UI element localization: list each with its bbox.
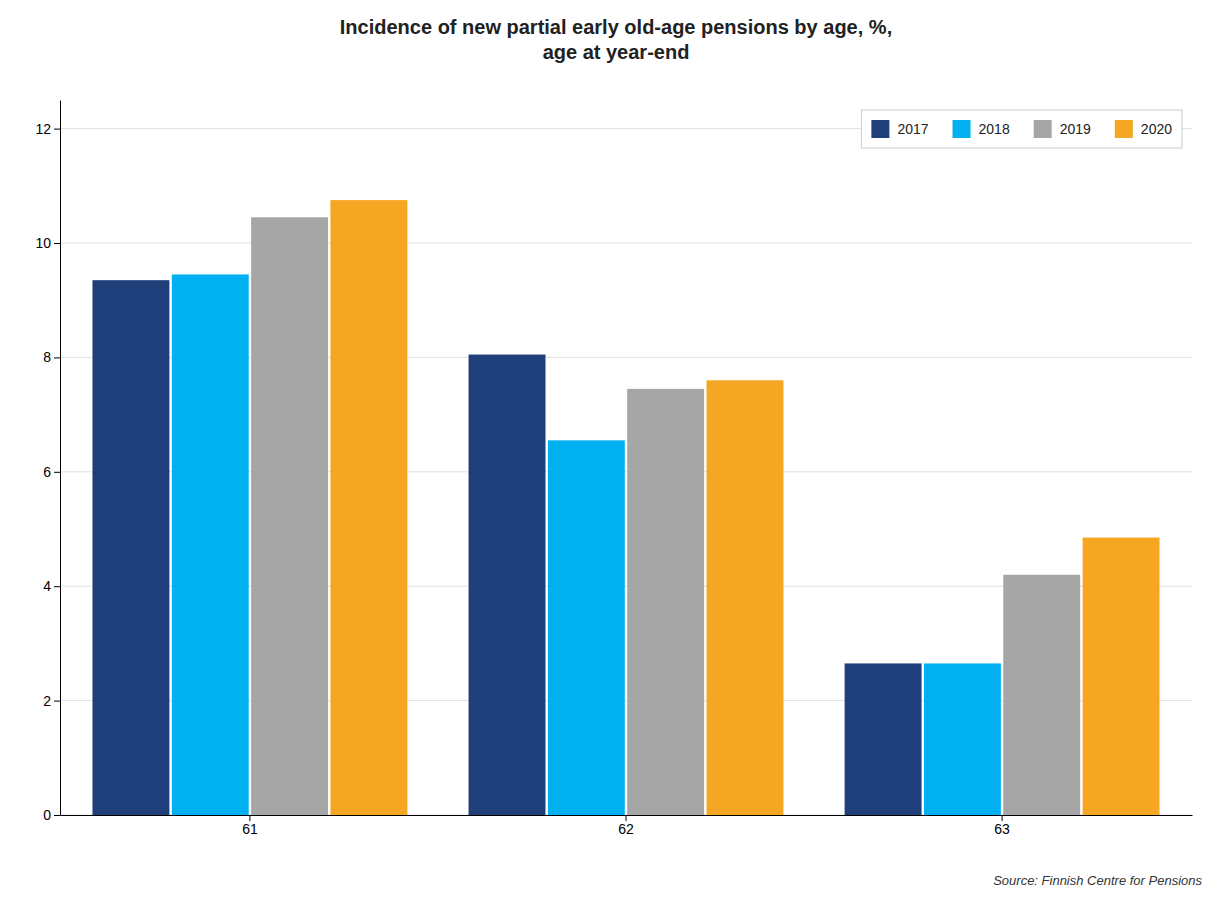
bar: [548, 440, 625, 815]
bar-series: [330, 200, 1159, 815]
y-tick-mark: [54, 243, 60, 244]
grid: [60, 129, 1192, 815]
x-tick-label: 62: [618, 821, 634, 837]
x-tick-label: 61: [242, 821, 258, 837]
y-tick-mark: [54, 701, 60, 702]
chart-container: Incidence of new partial early old-age p…: [0, 0, 1232, 905]
legend-frame: [861, 110, 1182, 148]
y-tick-mark: [54, 815, 60, 816]
y-tick: 8: [43, 349, 60, 365]
legend-item: 2017: [871, 120, 928, 138]
plot-area: 0 2 4 6 8 10 12 61 62 63 2017 2018 2019 2020: [35, 101, 1192, 837]
bar: [1083, 538, 1160, 815]
y-tick-label: 4: [43, 578, 51, 594]
x-tick-label: 63: [994, 821, 1010, 837]
bars: [92, 200, 1159, 815]
legend-item: 2020: [1115, 120, 1172, 138]
bar: [627, 389, 704, 815]
y-tick: 10: [35, 235, 60, 251]
chart-title: Incidence of new partial early old-age p…: [340, 16, 892, 63]
y-axis: 0 2 4 6 8 10 12: [35, 101, 60, 823]
legend-label: 2017: [897, 121, 928, 137]
chart-svg: Incidence of new partial early old-age p…: [0, 0, 1232, 905]
legend-label: 2020: [1141, 121, 1172, 137]
legend-label: 2018: [979, 121, 1010, 137]
y-tick-label: 8: [43, 349, 51, 365]
y-tick: 2: [43, 693, 60, 709]
legend-label: 2019: [1060, 121, 1091, 137]
bar: [1003, 575, 1080, 815]
y-tick-label: 2: [43, 693, 51, 709]
legend-swatch: [1115, 120, 1133, 138]
x-axis: 61 62 63: [61, 815, 1193, 837]
y-tick-label: 10: [35, 235, 51, 251]
y-tick-label: 0: [43, 807, 51, 823]
chart-title-line: Incidence of new partial early old-age p…: [340, 16, 892, 38]
legend-swatch: [953, 120, 971, 138]
y-tick: 6: [43, 464, 60, 480]
legend-swatch: [871, 120, 889, 138]
y-tick-mark: [54, 357, 60, 358]
y-tick: 4: [43, 578, 60, 594]
y-axis-line: [60, 101, 61, 816]
legend-swatch: [1034, 120, 1052, 138]
bar: [924, 663, 1001, 815]
bar: [330, 200, 407, 815]
y-tick: 0: [43, 807, 60, 823]
y-tick-mark: [54, 472, 60, 473]
y-tick-mark: [54, 129, 60, 130]
x-tick: 63: [994, 815, 1010, 837]
y-tick: 12: [35, 121, 60, 137]
legend-item: 2018: [953, 120, 1010, 138]
legend: 2017 2018 2019 2020: [861, 110, 1182, 148]
bar: [172, 274, 249, 815]
bar: [92, 280, 169, 815]
chart-title-line: age at year-end: [543, 41, 690, 63]
y-tick-mark: [54, 586, 60, 587]
bar: [251, 217, 328, 815]
grid-line: [60, 243, 1192, 244]
y-tick-label: 6: [43, 464, 51, 480]
bar: [707, 380, 784, 815]
x-tick: 62: [618, 815, 634, 837]
y-tick-label: 12: [35, 121, 51, 137]
bar: [845, 663, 922, 815]
x-tick: 61: [242, 815, 258, 837]
legend-item: 2019: [1034, 120, 1091, 138]
bar: [469, 355, 546, 815]
source-note: Source: Finnish Centre for Pensions: [993, 873, 1202, 888]
